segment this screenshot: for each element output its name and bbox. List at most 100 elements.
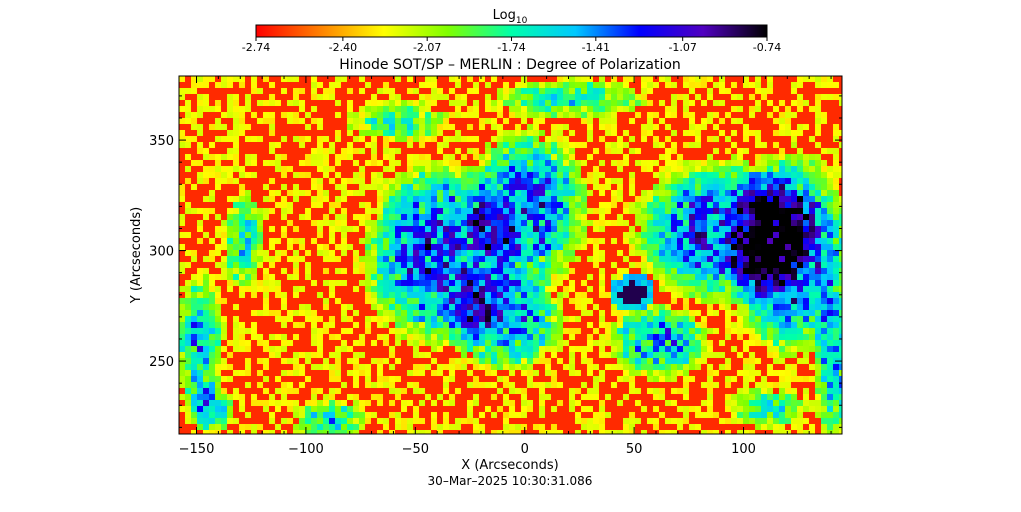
heatmap-cell <box>743 214 749 220</box>
heatmap-cell <box>179 310 185 316</box>
heatmap-cell <box>791 268 797 274</box>
heatmap-cell <box>203 172 209 178</box>
heatmap-cell <box>407 316 413 322</box>
heatmap-cell <box>797 172 803 178</box>
heatmap-cell <box>623 328 629 334</box>
heatmap-cell <box>599 424 605 430</box>
heatmap-cell <box>755 292 761 298</box>
heatmap-cell <box>185 142 191 148</box>
heatmap-cell <box>593 226 599 232</box>
heatmap-cell <box>431 82 437 88</box>
heatmap-cell <box>311 160 317 166</box>
heatmap-cell <box>395 130 401 136</box>
heatmap-cell <box>377 214 383 220</box>
heatmap-cell <box>689 100 695 106</box>
heatmap-cell <box>713 196 719 202</box>
heatmap-cell <box>215 232 221 238</box>
heatmap-cell <box>443 280 449 286</box>
heatmap-cell <box>275 202 281 208</box>
heatmap-cell <box>557 112 563 118</box>
heatmap-cell <box>485 166 491 172</box>
heatmap-cell <box>755 160 761 166</box>
heatmap-cell <box>605 394 611 400</box>
heatmap-cell <box>665 274 671 280</box>
heatmap-cell <box>551 166 557 172</box>
heatmap-cell <box>707 172 713 178</box>
heatmap-cell <box>767 280 773 286</box>
heatmap-cell <box>641 334 647 340</box>
heatmap-cell <box>215 184 221 190</box>
heatmap-cell <box>317 94 323 100</box>
heatmap-cell <box>431 100 437 106</box>
heatmap-cell <box>791 388 797 394</box>
heatmap-cell <box>665 106 671 112</box>
heatmap-cell <box>689 352 695 358</box>
heatmap-cell <box>455 202 461 208</box>
heatmap-cell <box>593 184 599 190</box>
heatmap-cell <box>407 88 413 94</box>
heatmap-cell <box>443 196 449 202</box>
heatmap-cell <box>197 316 203 322</box>
heatmap-cell <box>401 298 407 304</box>
heatmap-cell <box>203 196 209 202</box>
heatmap-cell <box>731 292 737 298</box>
heatmap-cell <box>731 118 737 124</box>
heatmap-cell <box>839 94 842 100</box>
heatmap-cell <box>539 118 545 124</box>
heatmap-cell <box>749 298 755 304</box>
heatmap-cell <box>533 196 539 202</box>
heatmap-cell <box>779 322 785 328</box>
heatmap-cell <box>395 178 401 184</box>
heatmap-cell <box>233 136 239 142</box>
x-tick-label: −100 <box>288 442 324 457</box>
heatmap-cell <box>365 280 371 286</box>
heatmap-cell <box>197 328 203 334</box>
heatmap-cell <box>479 304 485 310</box>
heatmap-cell <box>509 400 515 406</box>
heatmap-cell <box>467 208 473 214</box>
heatmap-cell <box>293 250 299 256</box>
heatmap-cell <box>293 256 299 262</box>
heatmap-cell <box>449 292 455 298</box>
heatmap-cell <box>215 418 221 424</box>
heatmap-cell <box>203 280 209 286</box>
heatmap-cell <box>827 148 833 154</box>
heatmap-cell <box>521 262 527 268</box>
heatmap-cell <box>503 322 509 328</box>
heatmap-cell <box>803 250 809 256</box>
heatmap-cell <box>821 220 827 226</box>
heatmap-cell <box>407 76 413 82</box>
heatmap-cell <box>233 394 239 400</box>
heatmap-cell <box>485 328 491 334</box>
heatmap-cell <box>335 334 341 340</box>
heatmap-cell <box>233 214 239 220</box>
heatmap-cell <box>617 106 623 112</box>
heatmap-cell <box>425 304 431 310</box>
heatmap-cell <box>785 298 791 304</box>
heatmap-cell <box>305 208 311 214</box>
heatmap-cell <box>479 346 485 352</box>
heatmap-cell <box>701 100 707 106</box>
heatmap-cell <box>431 130 437 136</box>
heatmap-cell <box>299 100 305 106</box>
heatmap-cell <box>737 388 743 394</box>
heatmap-cell <box>617 304 623 310</box>
heatmap-cell <box>233 106 239 112</box>
heatmap-cell <box>623 334 629 340</box>
y-tick-label: 300 <box>149 245 174 260</box>
heatmap-cell <box>791 274 797 280</box>
heatmap-cell <box>749 334 755 340</box>
heatmap-cell <box>743 82 749 88</box>
heatmap-cell <box>761 286 767 292</box>
heatmap-cell <box>233 274 239 280</box>
heatmap-cell <box>191 316 197 322</box>
heatmap-cell <box>731 286 737 292</box>
heatmap-cell <box>557 160 563 166</box>
heatmap-cell <box>329 376 335 382</box>
heatmap-cell <box>227 172 233 178</box>
heatmap-cell <box>695 130 701 136</box>
heatmap-cell <box>731 160 737 166</box>
heatmap-cell <box>335 160 341 166</box>
heatmap-cell <box>575 292 581 298</box>
heatmap-cell <box>269 262 275 268</box>
